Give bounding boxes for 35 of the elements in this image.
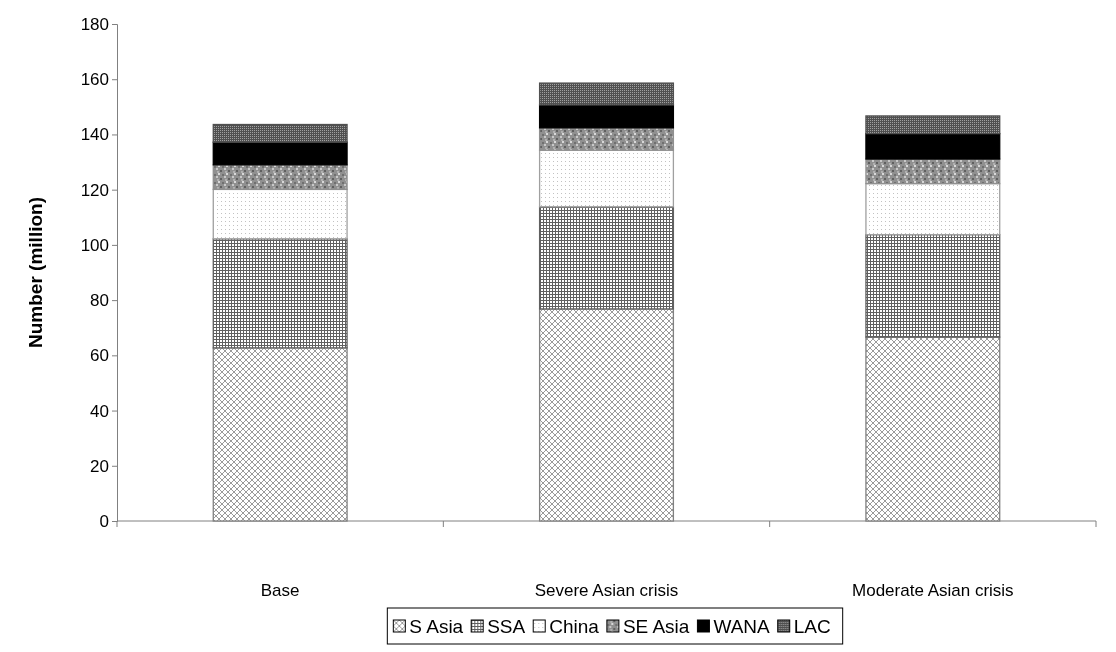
bar (865, 158, 1001, 185)
bar (538, 206, 675, 310)
bar (865, 115, 1001, 135)
y-tick-label: 100 (80, 235, 109, 255)
bar (865, 234, 1001, 338)
legend-label: S Asia (409, 616, 464, 637)
legend-label: LAC (793, 616, 831, 637)
y-tick-label: 140 (80, 125, 109, 145)
y-tick-label: 40 (90, 401, 109, 421)
bar (212, 141, 348, 166)
bar (538, 127, 675, 151)
y-tick-label: 180 (80, 14, 109, 34)
y-axis-title: Number (million) (25, 197, 46, 348)
bar (212, 123, 348, 143)
y-tick-label: 20 (90, 456, 109, 476)
bar (212, 238, 348, 349)
legend-label: China (549, 616, 600, 637)
y-tick-label: 60 (90, 346, 109, 366)
y-tick-label: 80 (90, 291, 109, 311)
bar (212, 188, 348, 240)
bar (538, 149, 675, 208)
x-tick-label: Base (260, 581, 300, 600)
bar (212, 164, 348, 191)
bar (865, 132, 1001, 160)
legend-label: SE Asia (622, 616, 690, 637)
legend-label: SSA (487, 616, 526, 637)
x-tick-label: Severe Asian crisis (534, 581, 679, 600)
legend-label: WANA (713, 616, 771, 637)
y-tick-label: 0 (99, 511, 109, 531)
y-tick-label: 160 (80, 70, 109, 90)
bar (865, 182, 1001, 236)
bar (538, 82, 675, 106)
bar (538, 104, 675, 129)
x-tick-label: Moderate Asian crisis (852, 581, 1014, 600)
y-tick-label: 120 (80, 180, 109, 200)
